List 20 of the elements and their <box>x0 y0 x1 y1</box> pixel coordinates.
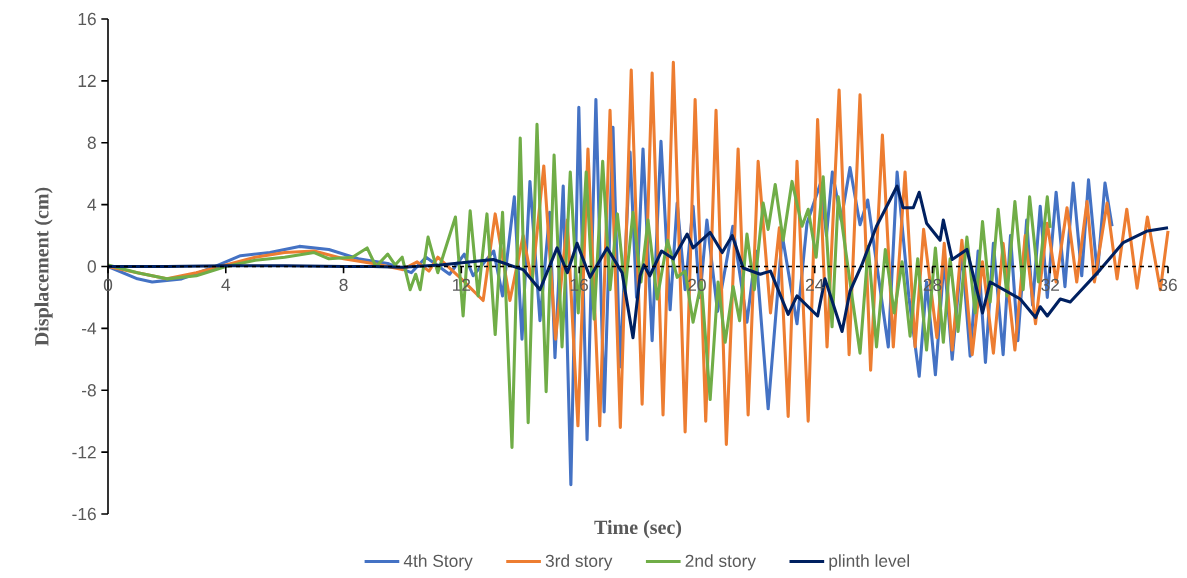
x-tick-label: 16 <box>570 278 588 292</box>
y-tick-label: 12 <box>78 74 96 87</box>
x-tick-label: 28 <box>923 278 942 292</box>
y-tick-label: -12 <box>72 446 96 459</box>
x-tick-label: 12 <box>453 278 471 291</box>
y-axis-title: Displacement (cm) <box>34 187 53 346</box>
legend-label: 3rd story <box>545 554 613 571</box>
x-tick-label: 8 <box>339 278 348 292</box>
y-tick-label: -8 <box>81 384 96 397</box>
legend-label: 4th Story <box>403 554 473 571</box>
legend-label: plinth level <box>829 554 910 571</box>
y-tick-label: 16 <box>78 12 96 26</box>
y-tick-label: 8 <box>87 136 96 149</box>
x-tick-label: 4 <box>221 278 231 291</box>
y-tick-label: -16 <box>72 507 96 521</box>
y-tick-label: 0 <box>87 260 96 273</box>
y-tick-label: 4 <box>87 198 97 211</box>
legend-label: 2nd story <box>685 554 756 571</box>
x-axis-title: Time (sec) <box>594 520 682 539</box>
y-tick-label: -4 <box>81 322 97 335</box>
